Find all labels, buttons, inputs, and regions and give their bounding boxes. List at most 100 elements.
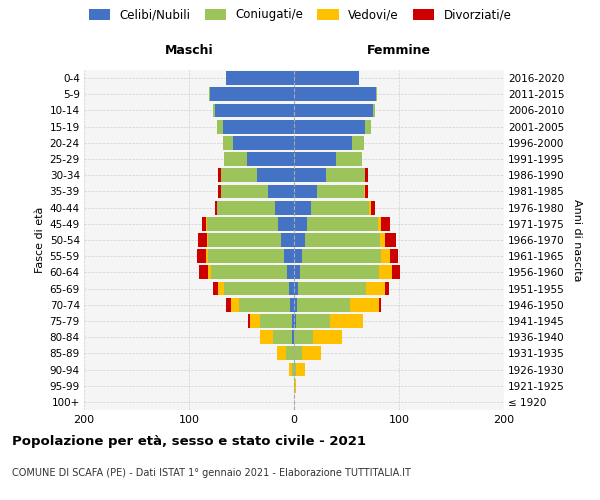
Bar <box>287 266 294 280</box>
Bar <box>294 250 302 263</box>
Bar <box>218 168 221 182</box>
Bar <box>294 330 313 344</box>
Bar <box>289 282 294 296</box>
Bar <box>350 298 379 312</box>
Bar <box>368 200 371 214</box>
Bar <box>352 136 364 149</box>
Bar <box>376 88 377 101</box>
Bar <box>199 233 207 247</box>
Bar <box>297 298 350 312</box>
Bar <box>257 168 294 182</box>
Bar <box>239 298 290 312</box>
Bar <box>218 282 224 296</box>
Bar <box>294 346 302 360</box>
Bar <box>379 266 392 280</box>
Bar <box>365 120 371 134</box>
Bar <box>313 330 342 344</box>
Bar <box>294 71 359 85</box>
Bar <box>224 152 247 166</box>
Bar <box>365 184 367 198</box>
Bar <box>294 282 298 296</box>
Bar <box>231 298 239 312</box>
Bar <box>208 250 284 263</box>
Bar <box>311 200 368 214</box>
Bar <box>260 330 273 344</box>
Bar <box>213 282 218 296</box>
Bar <box>294 136 352 149</box>
Bar <box>233 136 294 149</box>
Bar <box>294 266 301 280</box>
Bar <box>294 233 305 247</box>
Bar <box>206 250 208 263</box>
Bar <box>215 200 217 214</box>
Text: Popolazione per età, sesso e stato civile - 2021: Popolazione per età, sesso e stato civil… <box>12 435 366 448</box>
Bar <box>292 314 294 328</box>
Bar <box>381 217 389 230</box>
Bar <box>385 282 389 296</box>
Bar <box>217 120 223 134</box>
Bar <box>296 362 305 376</box>
Bar <box>208 266 211 280</box>
Bar <box>364 184 365 198</box>
Bar <box>289 362 292 376</box>
Bar <box>250 314 260 328</box>
Bar <box>206 217 207 230</box>
Bar <box>207 233 208 247</box>
Bar <box>207 217 278 230</box>
Y-axis label: Fasce di età: Fasce di età <box>35 207 46 273</box>
Bar <box>294 120 365 134</box>
Bar <box>213 104 215 118</box>
Text: Femmine: Femmine <box>367 44 431 57</box>
Bar <box>294 168 325 182</box>
Bar <box>209 88 210 101</box>
Legend: Celibi/Nubili, Coniugati/e, Vedovi/e, Divorziati/e: Celibi/Nubili, Coniugati/e, Vedovi/e, Di… <box>86 6 514 24</box>
Bar <box>378 217 381 230</box>
Bar <box>294 298 297 312</box>
Bar <box>302 250 381 263</box>
Bar <box>294 200 311 214</box>
Bar <box>278 217 294 230</box>
Bar <box>208 233 281 247</box>
Bar <box>290 298 294 312</box>
Bar <box>365 168 367 182</box>
Text: COMUNE DI SCAFA (PE) - Dati ISTAT 1° gennaio 2021 - Elaborazione TUTTITALIA.IT: COMUNE DI SCAFA (PE) - Dati ISTAT 1° gen… <box>12 468 411 477</box>
Bar <box>296 314 330 328</box>
Bar <box>215 104 294 118</box>
Bar <box>275 200 294 214</box>
Bar <box>292 362 294 376</box>
Bar <box>301 266 379 280</box>
Bar <box>202 217 206 230</box>
Bar <box>385 233 396 247</box>
Bar <box>226 71 294 85</box>
Bar <box>247 152 294 166</box>
Bar <box>379 298 381 312</box>
Bar <box>226 298 231 312</box>
Bar <box>298 282 367 296</box>
Bar <box>294 314 296 328</box>
Bar <box>294 152 336 166</box>
Bar <box>380 233 385 247</box>
Bar <box>373 104 375 118</box>
Bar <box>330 314 364 328</box>
Bar <box>371 200 375 214</box>
Bar <box>210 88 294 101</box>
Bar <box>211 266 287 280</box>
Bar <box>273 330 292 344</box>
Bar <box>317 184 364 198</box>
Bar <box>217 200 275 214</box>
Bar <box>218 184 221 198</box>
Bar <box>389 250 398 263</box>
Bar <box>294 217 307 230</box>
Bar <box>286 346 294 360</box>
Bar <box>197 250 206 263</box>
Bar <box>381 250 389 263</box>
Text: Maschi: Maschi <box>164 44 214 57</box>
Bar <box>221 168 257 182</box>
Bar <box>294 379 296 392</box>
Bar <box>305 233 380 247</box>
Bar <box>294 184 317 198</box>
Bar <box>294 88 376 101</box>
Bar <box>307 217 378 230</box>
Bar <box>336 152 362 166</box>
Bar <box>248 314 250 328</box>
